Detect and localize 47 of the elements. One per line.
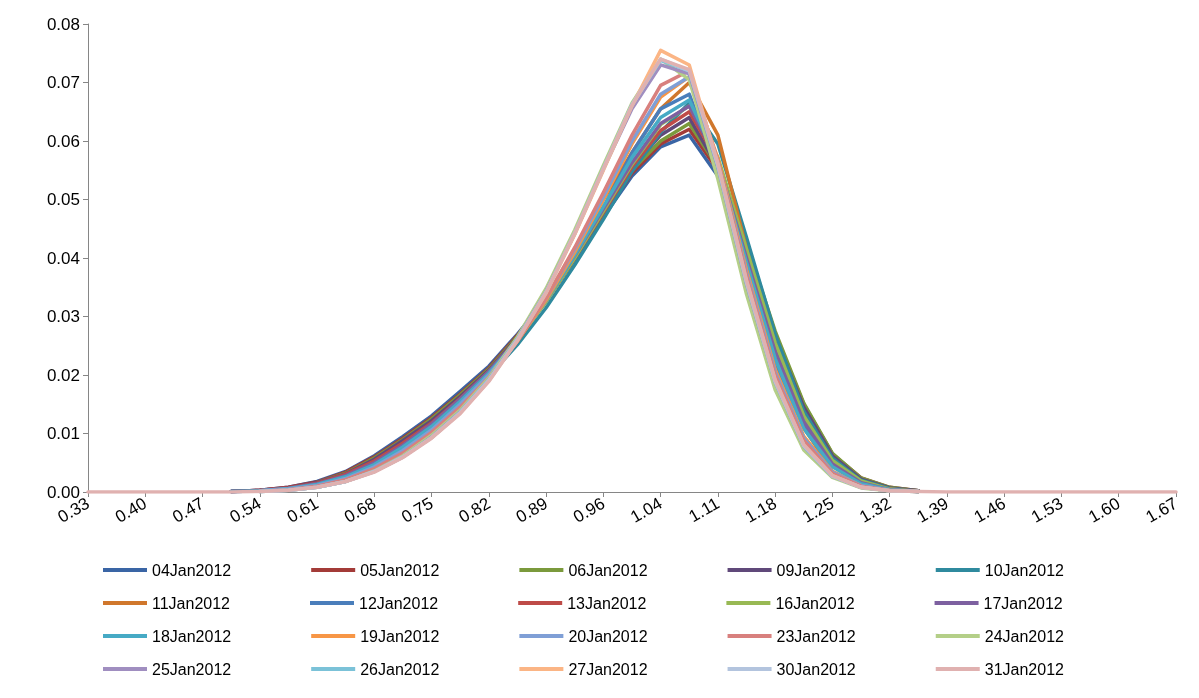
legend-label: 09Jan2012	[776, 561, 856, 579]
legend-label: 20Jan2012	[568, 627, 648, 645]
x-tick-label: 1.25	[799, 493, 838, 527]
x-tick-label: 0.40	[111, 493, 151, 527]
x-tick-label: 1.32	[856, 493, 895, 527]
x-tick-label: 0.68	[340, 493, 380, 527]
legend-label: 12Jan2012	[359, 594, 439, 612]
x-tick-label: 0.96	[569, 493, 609, 527]
legend-label: 05Jan2012	[360, 561, 440, 579]
y-tick-label: 0.02	[46, 365, 80, 385]
legend-label: 23Jan2012	[776, 627, 856, 645]
y-tick-label: 0.01	[46, 424, 80, 443]
legend-label: 19Jan2012	[360, 627, 440, 645]
legend-label: 31Jan2012	[984, 660, 1065, 678]
legend-label: 25Jan2012	[152, 660, 232, 678]
x-tick-label: 1.53	[1028, 493, 1067, 527]
legend-label: 27Jan2012	[568, 660, 648, 678]
x-tick-label: 0.89	[512, 493, 551, 527]
x-tick-label: 0.61	[283, 493, 322, 527]
x-tick-label: 1.46	[970, 493, 1009, 527]
legend-label: 26Jan2012	[360, 660, 440, 678]
legend-label: 06Jan2012	[568, 561, 648, 579]
x-tick-label: 1.11	[685, 493, 723, 527]
legend-label: 24Jan2012	[984, 627, 1065, 645]
legend-label: 10Jan2012	[984, 561, 1065, 579]
x-tick-label: 1.60	[1085, 493, 1124, 527]
legend-label: 11Jan2012	[152, 594, 231, 612]
x-tick-label: 1.67	[1142, 493, 1181, 527]
y-tick-label: 0.07	[46, 73, 80, 92]
x-tick-label: 1.39	[913, 493, 952, 527]
x-tick-label: 1.04	[627, 493, 666, 527]
x-tick-label: 1.18	[741, 493, 780, 527]
x-tick-label: 0.47	[169, 493, 208, 527]
x-tick-label: 0.82	[455, 493, 494, 527]
legend-label: 16Jan2012	[775, 594, 855, 612]
y-tick-label: 0.04	[46, 248, 80, 268]
x-tick-label: 0.54	[226, 493, 265, 527]
x-tick-label: 0.75	[398, 493, 437, 527]
legend-label: 17Jan2012	[983, 594, 1063, 612]
y-tick-label: 0.03	[46, 307, 80, 326]
y-tick-label: 0.08	[46, 14, 80, 34]
legend-label: 04Jan2012	[152, 561, 232, 579]
y-tick-label: 0.05	[46, 190, 80, 209]
legend-label: 30Jan2012	[776, 660, 856, 678]
legend-label: 18Jan2012	[152, 627, 232, 645]
y-tick-label: 0.06	[46, 131, 80, 151]
legend-label: 13Jan2012	[567, 594, 647, 612]
